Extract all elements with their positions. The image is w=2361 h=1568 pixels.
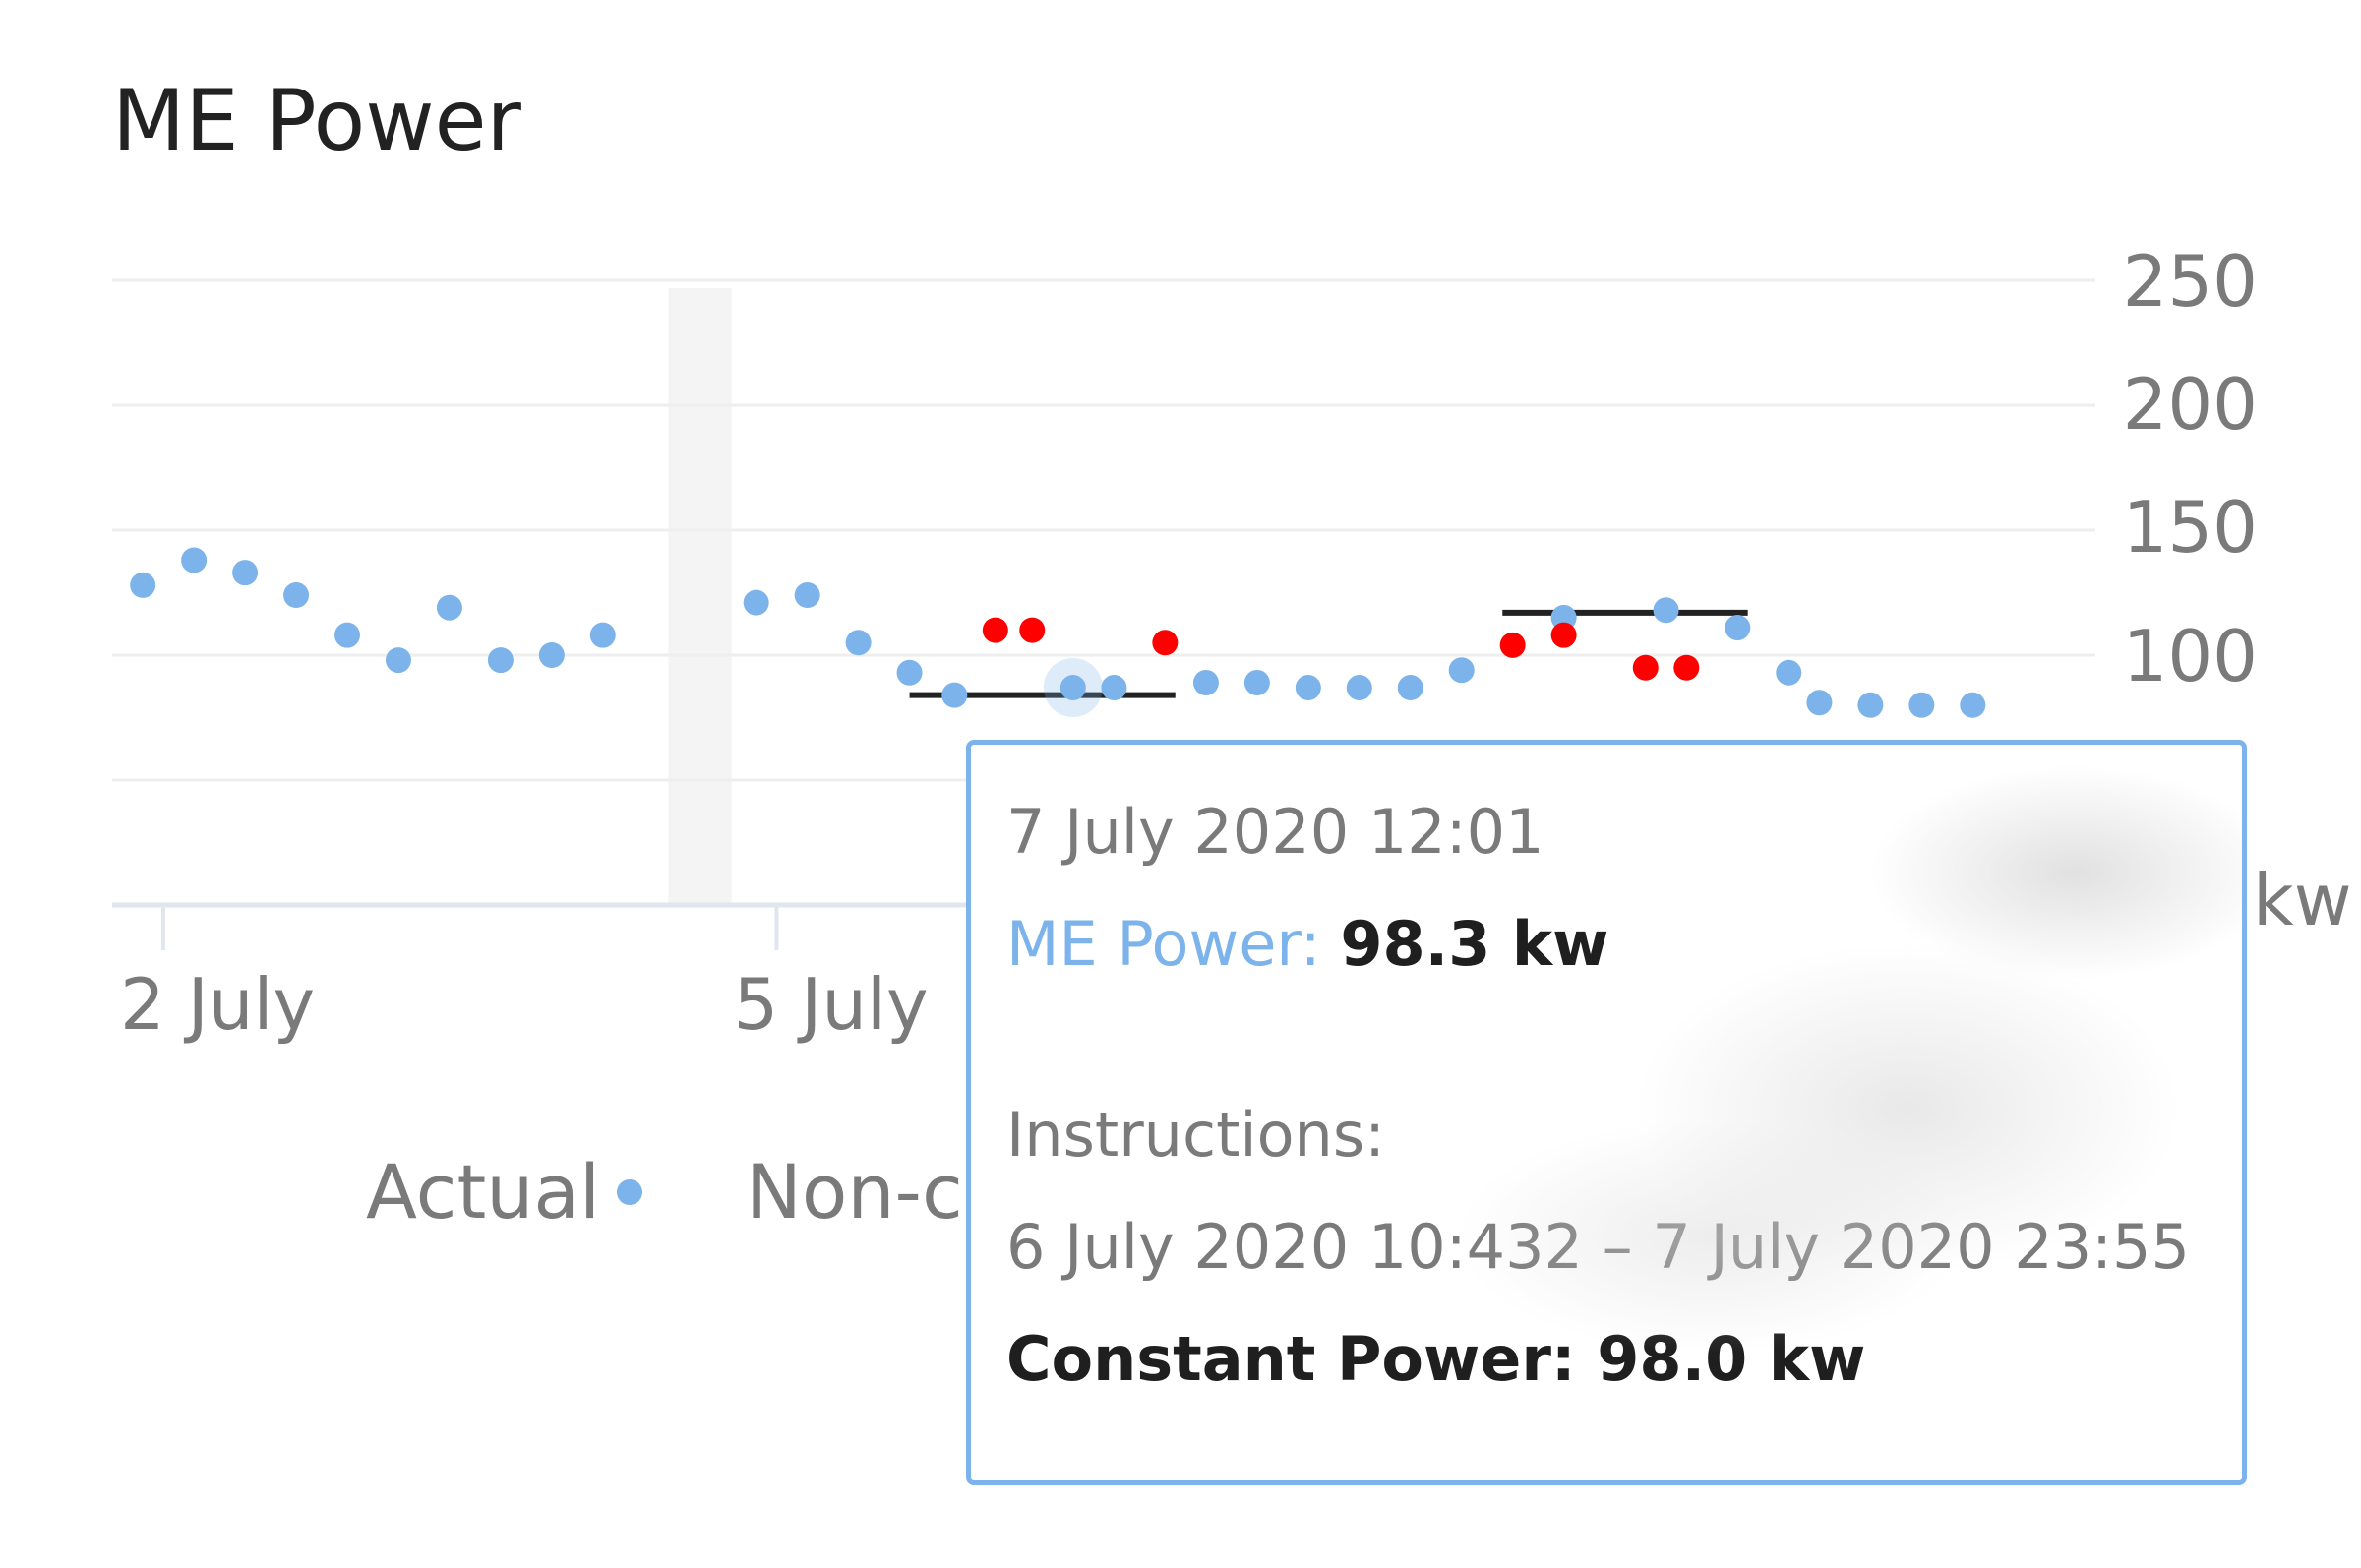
legend-label-non-compliant: Non-c (746, 1148, 963, 1236)
tooltip-series-row: ME Power: 98.3 kw (1006, 914, 2207, 975)
legend-marker-actual (617, 1179, 642, 1205)
tooltip: 7 July 2020 12:01 ME Power: 98.3 kw Inst… (966, 740, 2247, 1485)
actual-point (1101, 675, 1127, 701)
non-compliant-point (982, 617, 1008, 643)
actual-point (1192, 669, 1219, 695)
blur-overlay (1632, 941, 2183, 1276)
actual-point (743, 589, 769, 616)
non-compliant-point (1499, 632, 1526, 658)
x-tick-label: 2 July (120, 963, 315, 1046)
plot-area: 250 200 150 100 kw 2 July 5 July Actual Non-c (112, 240, 2352, 1236)
non-compliant-point (1152, 630, 1179, 656)
x-tick-label: 5 July (733, 963, 928, 1046)
actual-point (1857, 692, 1884, 718)
tooltip-instructions-label: Instructions: (1006, 1099, 1386, 1171)
actual-point (1243, 669, 1270, 695)
tooltip-series-value: 98.3 kw (1340, 908, 1609, 980)
tooltip-timestamp: 7 July 2020 12:01 (1006, 796, 1544, 868)
actual-point (181, 547, 208, 573)
non-compliant-point (1673, 654, 1700, 681)
actual-point (385, 647, 411, 674)
highlight-band (668, 288, 732, 905)
actual-point (436, 594, 462, 621)
actual-point (896, 659, 923, 686)
blur-overlay (1455, 1118, 1967, 1355)
actual-point (1960, 692, 1986, 718)
actual-point (232, 560, 259, 586)
non-compliant-point (1632, 654, 1659, 681)
actual-point (1059, 675, 1086, 701)
tooltip-constant-power: Constant Power: 98.0 kw (1006, 1323, 1866, 1395)
actual-point (1653, 597, 1679, 624)
actual-point (130, 572, 156, 598)
actual-point (941, 682, 968, 708)
actual-point (1776, 659, 1802, 686)
actual-point (1397, 675, 1423, 701)
actual-point (794, 582, 820, 609)
y-tick-label: 200 (2123, 363, 2258, 446)
actual-point (487, 647, 514, 674)
legend-label-actual: Actual (366, 1148, 600, 1236)
actual-point (1295, 675, 1321, 701)
actual-point (334, 622, 361, 648)
actual-point (1725, 615, 1751, 641)
tooltip-series-label: ME Power: (1006, 908, 1321, 980)
non-compliant-point (1019, 617, 1046, 643)
actual-point (283, 582, 310, 609)
actual-point (538, 642, 565, 668)
non-compliant-point (1550, 622, 1577, 648)
y-tick-label: 250 (2123, 240, 2258, 323)
actual-point (1908, 692, 1935, 718)
actual-point (1448, 657, 1475, 684)
chart-title: ME Power (112, 72, 522, 170)
actual-point (845, 630, 872, 656)
y-tick-label: 150 (2123, 486, 2258, 569)
actual-point (1806, 690, 1833, 716)
actual-point (1550, 604, 1577, 631)
y-tick-label: 100 (2123, 615, 2258, 697)
actual-point (589, 622, 616, 648)
actual-point (1346, 675, 1372, 701)
y-axis-unit: kw (2253, 859, 2352, 941)
